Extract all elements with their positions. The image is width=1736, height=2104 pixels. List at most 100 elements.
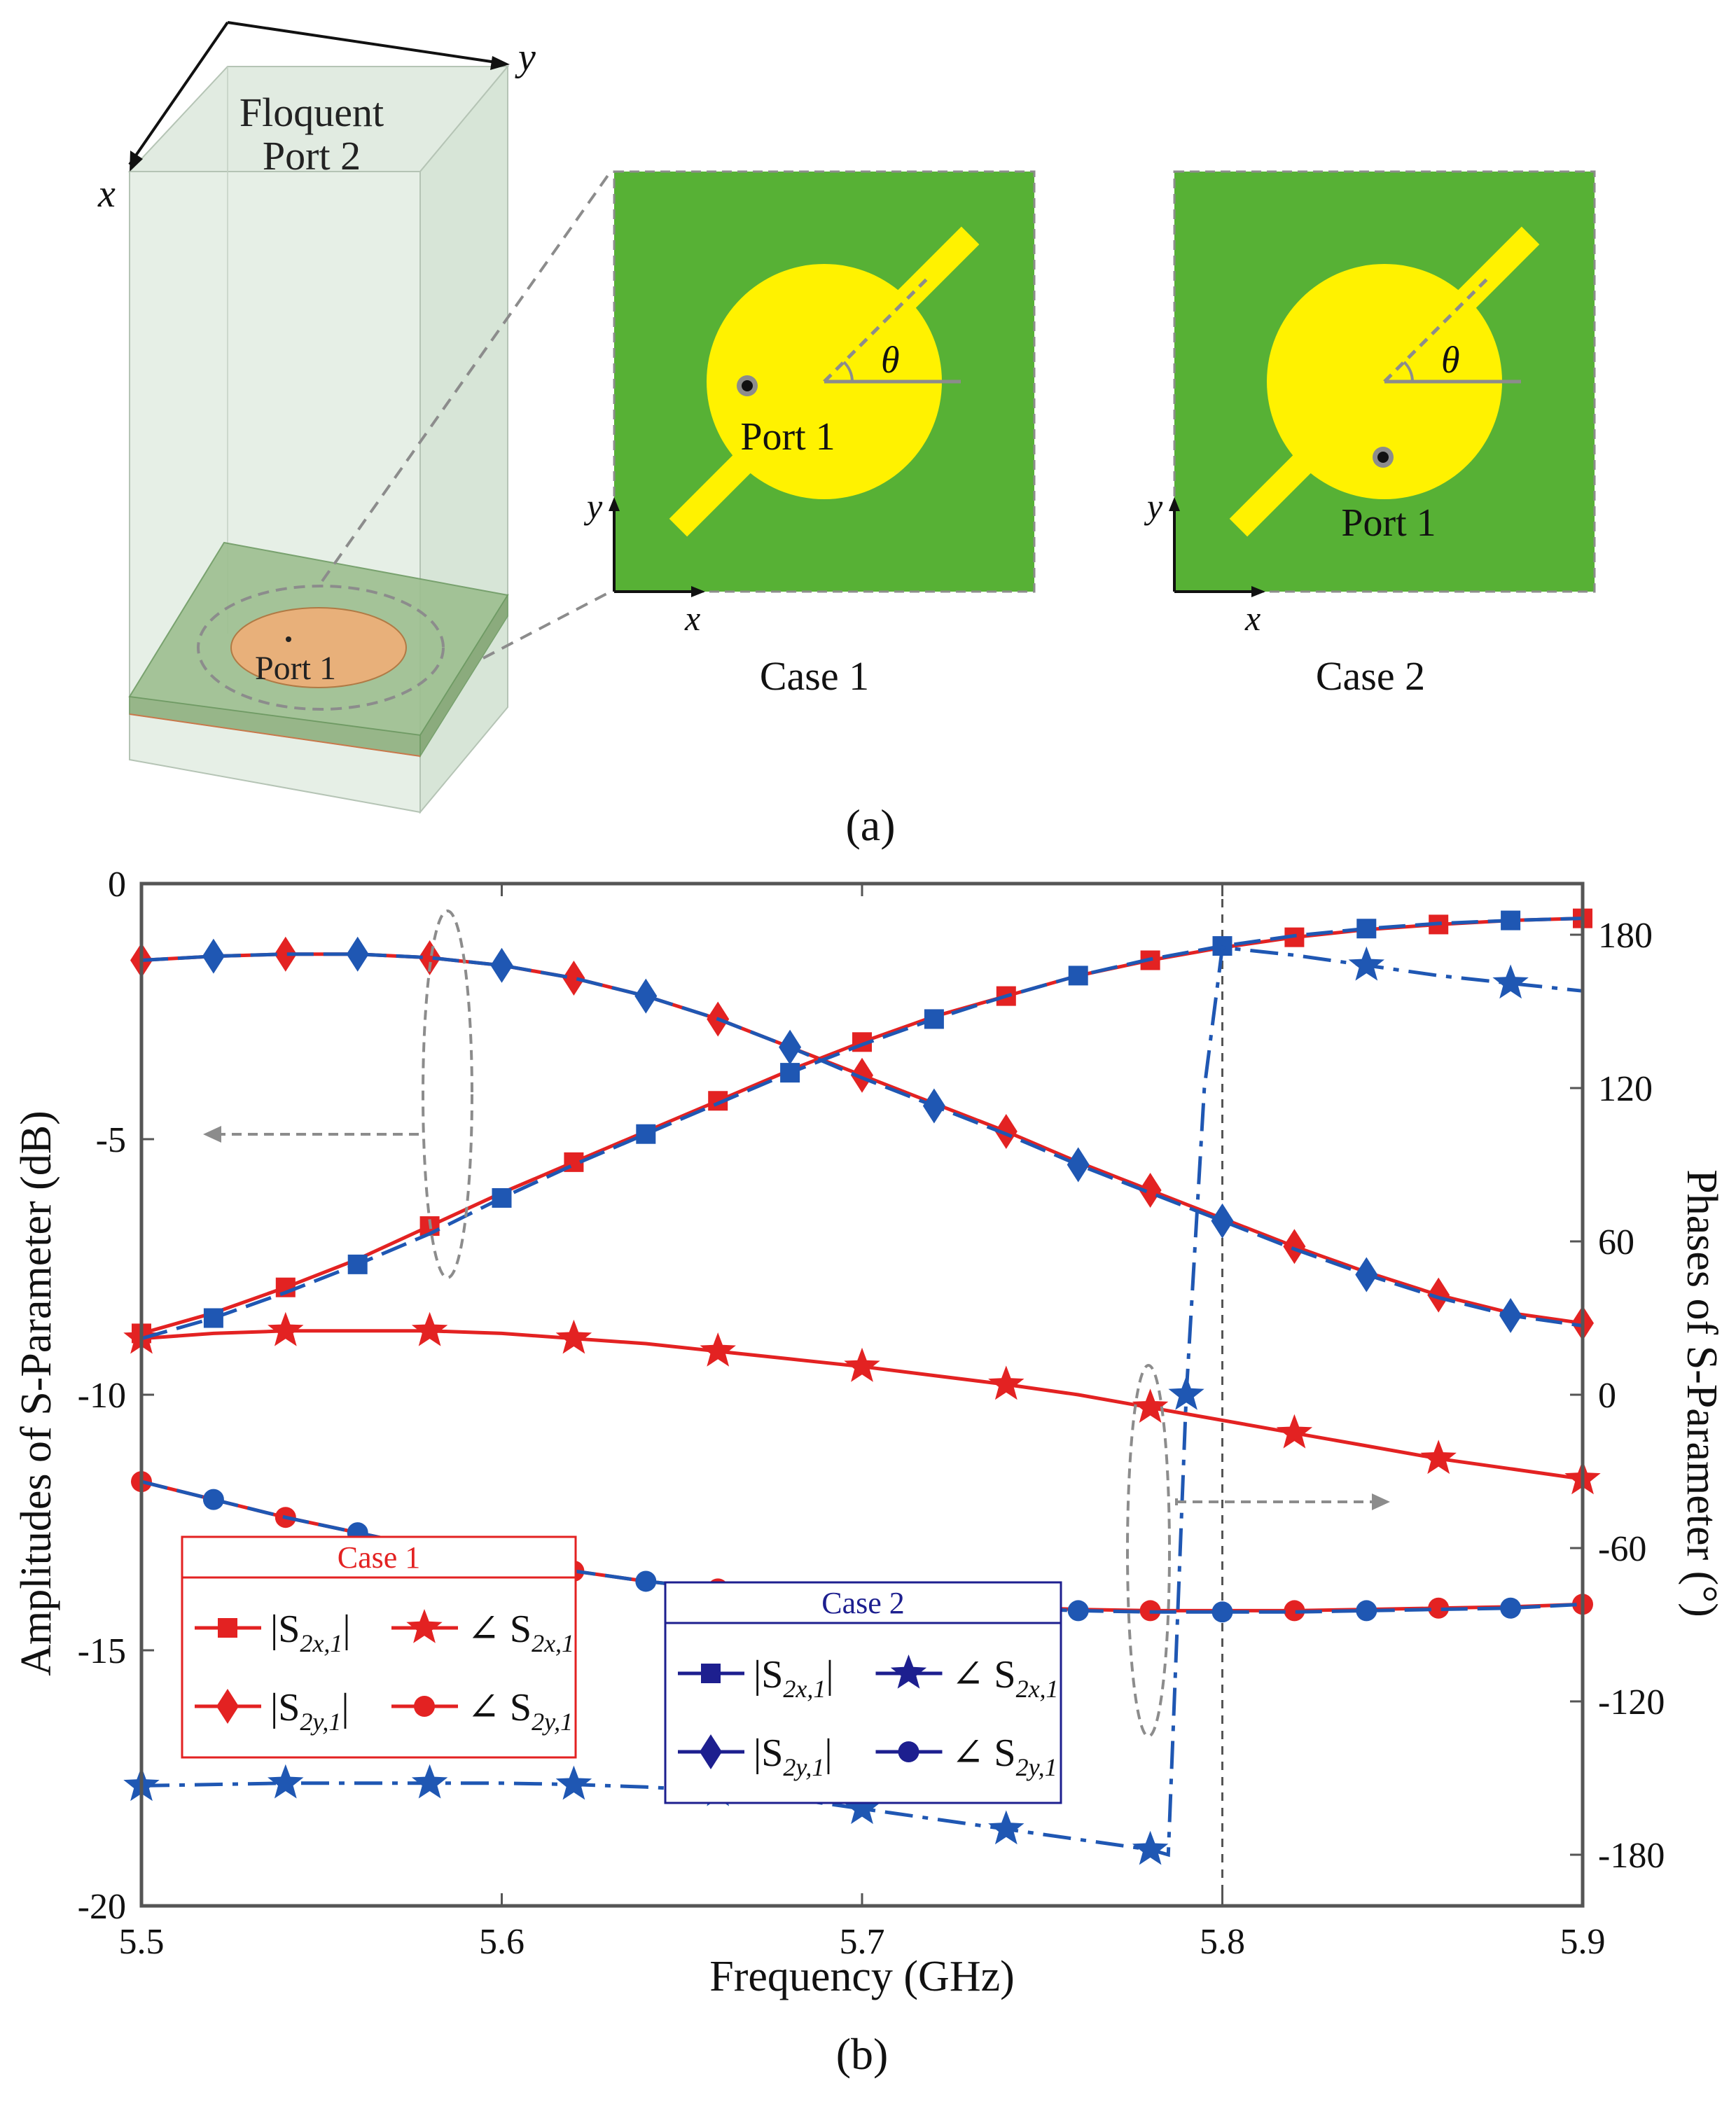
- data-point: [1284, 1600, 1305, 1622]
- data-point: [268, 1311, 304, 1346]
- data-point: [1500, 1597, 1522, 1619]
- data-point: [1499, 1297, 1522, 1333]
- x-tick-label: 5.8: [1200, 1922, 1245, 1962]
- data-point: [988, 1365, 1025, 1400]
- legend-entry-label: |S2x,1|: [754, 1653, 834, 1703]
- case1-axis-x: x: [684, 599, 700, 638]
- legend-title: Case 1: [338, 1540, 421, 1575]
- data-point: [700, 1332, 736, 1367]
- y-axis-label-right: Phases of S-Parameter (°): [1678, 1169, 1725, 1617]
- series-line: [141, 945, 1583, 1858]
- case2-port1-label: Port 1: [1341, 501, 1436, 545]
- legend-box: [181, 1535, 577, 1759]
- y-tick-label-right: 180: [1598, 916, 1653, 956]
- data-point: [1067, 1600, 1089, 1622]
- legend-marker-square: [218, 1618, 237, 1638]
- data-point: [924, 1009, 944, 1029]
- data-point: [1427, 1277, 1450, 1313]
- y-tick-label-left: -20: [78, 1887, 126, 1927]
- data-point: [492, 1187, 512, 1208]
- legend-case1: Case 1 |S2x,1| ∠ S2x,1 |S2y,1| ∠ S2y,1: [181, 1535, 577, 1759]
- legend-entry-label: |S2x,1|: [270, 1608, 351, 1657]
- data-point: [274, 936, 297, 972]
- data-point: [1132, 1830, 1169, 1865]
- case1-caption: Case 1: [760, 653, 869, 699]
- legend-marker-diamond: [700, 1734, 722, 1769]
- case1-axis-y: y: [583, 487, 603, 526]
- y-arrow-icon: [490, 56, 510, 70]
- legend-marker-circle: [414, 1696, 435, 1717]
- plot-frame: [139, 882, 1585, 1908]
- data-point: [1132, 1388, 1169, 1423]
- data-point: [203, 1308, 223, 1328]
- case2-unit-cell: [1169, 170, 1596, 597]
- data-point: [1501, 910, 1521, 931]
- data-point: [411, 1764, 448, 1799]
- x-tick-label: 5.9: [1560, 1922, 1606, 1962]
- data-point: [1068, 966, 1088, 986]
- data-point: [202, 1489, 224, 1510]
- case1-unit-cell: [609, 170, 1036, 597]
- data-point: [844, 1347, 880, 1382]
- y-tick-label-left: -5: [96, 1120, 126, 1160]
- series-diamond-case1: [130, 936, 1594, 1341]
- data-point: [780, 1063, 800, 1083]
- data-point: [346, 936, 369, 972]
- series-diamond-case2: [141, 936, 1583, 1333]
- series-star-case1: [123, 1311, 1601, 1495]
- data-point: [1420, 1440, 1457, 1475]
- legend-marker-square: [701, 1664, 721, 1683]
- data-point: [1355, 1257, 1378, 1293]
- legend-entry-label: |S2y,1|: [754, 1732, 833, 1781]
- data-point: [411, 1311, 448, 1346]
- data-point: [636, 1124, 656, 1144]
- data-point: [994, 1114, 1018, 1150]
- port1-label-3d: Port 1: [255, 650, 336, 687]
- case1-port1-label: Port 1: [740, 415, 835, 459]
- case2-x-arrow-icon: [1251, 586, 1265, 597]
- data-point: [844, 1790, 880, 1825]
- data-point: [347, 1254, 368, 1274]
- legend-marker-star: [890, 1654, 927, 1689]
- case1-theta-label: θ: [881, 339, 900, 381]
- data-point: [555, 1765, 592, 1800]
- zoom-highlight: [197, 585, 445, 711]
- series-line: [141, 917, 1583, 1341]
- y-tick-label-right: -120: [1598, 1682, 1665, 1722]
- data-point: [1348, 946, 1384, 981]
- data-point: [1168, 1376, 1204, 1410]
- data-point: [1211, 1203, 1234, 1239]
- legend-entry-label: ∠ S2x,1: [467, 1608, 574, 1657]
- legend-title: Case 2: [821, 1586, 905, 1620]
- legend-marker-diamond: [216, 1689, 239, 1724]
- floquet-box-3d: [127, 21, 510, 814]
- data-point: [851, 1057, 873, 1093]
- x-arrow-icon: [130, 151, 143, 172]
- floquet-label-line2: Port 2: [263, 133, 361, 179]
- series-square-case2: [141, 910, 1583, 1341]
- y-tick-label-right: -180: [1598, 1836, 1665, 1876]
- legend-entry-label: ∠ S2y,1: [467, 1686, 573, 1736]
- y-tick-label-right: 0: [1598, 1376, 1616, 1416]
- annotations: [203, 910, 1390, 1738]
- case2-y-arrow-icon: [1169, 497, 1180, 511]
- legend-entry-label: |S2y,1|: [270, 1686, 349, 1736]
- series-line: [141, 952, 1583, 1328]
- case2-axis-y: y: [1144, 487, 1163, 526]
- copper-patch: [230, 607, 407, 688]
- data-point: [1211, 1601, 1233, 1623]
- y-axis-label-left: Amplitudes of S-Parameter (dB): [13, 1110, 60, 1676]
- data-point: [418, 940, 441, 975]
- y-tick-label-left: 0: [108, 865, 126, 905]
- phase-group-ellipse: [1126, 1364, 1171, 1738]
- data-point: [1428, 1597, 1450, 1619]
- data-point: [1356, 1600, 1377, 1622]
- y-tick-label-left: -10: [78, 1376, 126, 1416]
- y-tick-label-left: -15: [78, 1631, 126, 1671]
- legend-box: [664, 1581, 1062, 1804]
- data-point: [635, 1570, 657, 1592]
- data-point: [1492, 964, 1529, 999]
- case2-axis-x: x: [1244, 599, 1261, 638]
- data-point: [922, 1088, 945, 1124]
- legend-marker-circle: [898, 1741, 919, 1762]
